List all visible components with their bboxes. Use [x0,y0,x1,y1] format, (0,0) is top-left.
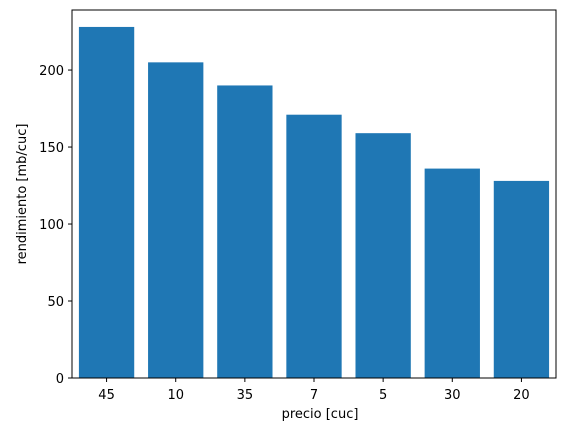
y-tick-label: 0 [56,372,64,387]
x-tick-label: 30 [444,388,461,403]
bar-30 [424,168,480,378]
bar-20 [493,180,550,378]
x-tick-label: 5 [379,388,387,403]
y-axis-ticks: 0 50 100 150 200 [39,64,72,387]
bar-35 [217,85,273,378]
bar-5 [355,133,411,378]
bar-45 [78,26,135,378]
x-tick-label: 45 [98,388,115,403]
x-axis-ticks: 45 10 35 7 5 30 20 [98,378,530,403]
y-tick-label: 150 [39,141,64,156]
bar-7 [286,114,342,378]
y-tick-label: 100 [39,218,64,233]
x-axis-label: precio [cuc] [282,407,359,422]
bars-layer [78,26,550,378]
x-tick-label: 20 [513,388,530,403]
y-tick-label: 50 [47,295,64,310]
x-tick-label: 10 [167,388,184,403]
y-axis-label: rendimiento [mb/cuc] [15,124,30,265]
bar-10 [148,62,204,378]
y-tick-label: 200 [39,64,64,79]
plot-area-frame [71,9,557,379]
x-tick-label: 35 [237,388,254,403]
x-tick-label: 7 [310,388,318,403]
